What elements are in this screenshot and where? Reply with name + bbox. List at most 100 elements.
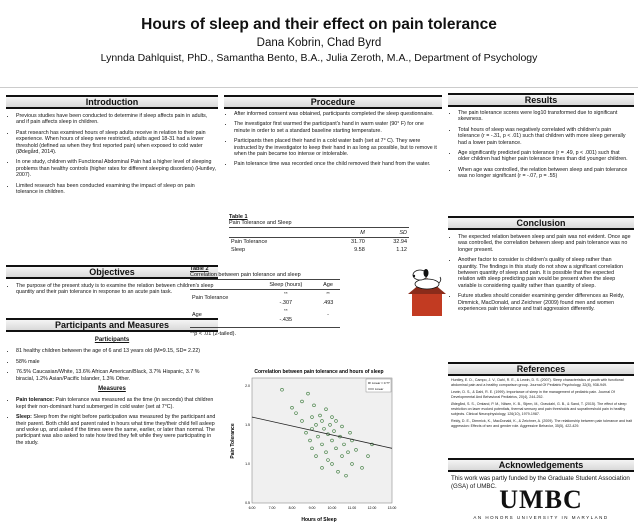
data-point	[324, 407, 328, 411]
list-item: When age was controlled, the relation be…	[458, 167, 632, 180]
procedure-list: After informed consent was obtained, par…	[226, 111, 440, 168]
measure-label: Sleep:	[16, 414, 32, 421]
data-point	[330, 438, 334, 443]
acknowledgements-heading: Acknowledgements	[448, 458, 634, 472]
list-item: Sleep: Sleep from the night before parti…	[16, 414, 216, 446]
table-row: Pain Tolerance 31.70 32.94	[229, 237, 409, 246]
list-item: Future studies should consider examining…	[458, 293, 632, 312]
data-point	[346, 450, 350, 454]
table-cell: 9.58	[354, 247, 365, 253]
data-point	[340, 454, 344, 458]
data-point	[306, 391, 310, 396]
list-item: 76.5% Caucasian/White, 13.6% African Ame…	[16, 369, 216, 382]
data-point	[324, 450, 328, 454]
data-point	[314, 423, 318, 427]
objectives-heading: Objectives	[6, 265, 218, 279]
conclusion-body: The expected relation between sleep and …	[450, 234, 632, 316]
x-tick-label: 6.00	[249, 506, 256, 510]
sig-mark: **	[326, 291, 330, 296]
data-point	[312, 403, 316, 408]
data-point	[318, 413, 322, 418]
list-item: Previous studies have been conducted to …	[16, 113, 216, 126]
list-item: Pain tolerance: Pain tolerance was measu…	[16, 397, 216, 410]
umbc-tagline: AN HONORS UNIVERSITY IN MARYLAND	[473, 515, 609, 520]
table-cell: .493	[322, 299, 334, 306]
doghouse-wall	[412, 292, 442, 316]
list-item: The investigator first warmed the partic…	[234, 121, 440, 134]
participants-subheading: Participants	[94, 337, 130, 343]
procedure-heading: Procedure	[224, 95, 442, 109]
table-1: Table 1 Pain Tolerance and Sleep M SD Pa…	[229, 214, 409, 254]
data-point	[332, 429, 336, 433]
data-point	[342, 442, 346, 447]
fit-line	[251, 416, 393, 449]
table-2-note: **p < .01 (2-tailed).	[190, 326, 340, 337]
x-tick-label: 11.00	[348, 506, 357, 510]
data-point	[340, 424, 344, 429]
y-tick-label: 2.0	[245, 384, 250, 388]
y-axis: 0.5 1.0 1.5 2.0	[245, 384, 250, 505]
table-row: Pain Tolerance ** -.307 ** .493	[190, 288, 340, 307]
conclusion-heading: Conclusion	[448, 216, 634, 230]
list-item: After informed consent was obtained, par…	[234, 111, 440, 117]
sig-mark: **	[284, 291, 288, 296]
data-point	[294, 411, 298, 415]
reference-item: Huntley, E. D., Campo, J. V., Dahl, R. E…	[451, 378, 624, 387]
table-cell: 31.70	[324, 237, 367, 246]
introduction-list: Previous studies have been conducted to …	[8, 113, 216, 195]
data-point	[334, 446, 338, 451]
conclusion-list: The expected relation between sleep and …	[450, 234, 632, 312]
data-point	[336, 470, 340, 474]
data-point	[314, 454, 318, 458]
umbc-wordmark: UMBC	[499, 485, 583, 514]
measures-subheading: Measures	[98, 386, 126, 393]
results-body: The pain tolerance scores were log10 tra…	[450, 110, 632, 184]
data-point	[328, 423, 332, 427]
table-cell: Pain Tolerance	[229, 237, 325, 246]
data-point	[300, 419, 304, 423]
data-point	[310, 415, 314, 419]
snoopy-tail	[438, 276, 442, 284]
x-tick-label: 8.00	[289, 506, 296, 510]
references-body: Huntley, E. D., Campo, J. V., Dahl, R. E…	[451, 378, 633, 431]
results-list: The pain tolerance scores were log10 tra…	[450, 110, 632, 180]
x-tick-label: 12.00	[368, 506, 377, 510]
x-tick-label: 7.00	[269, 506, 276, 510]
snoopy-ear	[423, 269, 429, 277]
table-cell: -	[327, 312, 329, 319]
data-point	[280, 388, 284, 392]
list-item: Participants then placed their hand in a…	[234, 138, 440, 157]
data-point	[348, 430, 352, 435]
data-point	[330, 462, 334, 466]
x-axis-label: Hours of Sleep	[301, 517, 336, 523]
data-point	[366, 454, 370, 458]
table-2: Table 2 Correlation between pain toleran…	[190, 266, 340, 337]
data-points	[280, 388, 374, 478]
table-2-header-age: Age	[323, 282, 333, 288]
data-point	[304, 430, 308, 435]
participants-heading: Participants and Measures	[6, 318, 218, 332]
snoopy-doghouse-illustration	[408, 269, 446, 316]
table-1-header-sd: SD	[399, 230, 407, 236]
data-point	[334, 419, 338, 423]
sig-mark: **	[284, 307, 288, 313]
poster-affiliation: Lynnda Dahlquist, PhD., Samantha Bento, …	[100, 52, 538, 64]
table-cell: Age	[192, 312, 202, 319]
chart-title: Correlation between pain tolerance and h…	[254, 369, 383, 375]
participants-list: 81 healthy children between the age of 6…	[8, 348, 216, 382]
reference-item: Ødegård, S. S., Omland, P. M., Nilsen, K…	[451, 402, 627, 416]
list-item: 81 healthy children between the age of 6…	[16, 348, 216, 354]
measures-list: Pain tolerance: Pain tolerance was measu…	[8, 397, 216, 446]
x-tick-label: 10.00	[328, 506, 337, 510]
list-item: In one study, children with Functional A…	[16, 159, 216, 178]
table-cell: Pain Tolerance	[190, 288, 256, 307]
data-point	[360, 466, 364, 470]
introduction-heading: Introduction	[6, 95, 218, 109]
list-item: Limited research has been conducted exam…	[16, 183, 216, 196]
x-tick-label: 13.00	[388, 506, 397, 510]
data-point	[344, 473, 348, 478]
x-tick-label: 9.00	[309, 506, 316, 510]
results-heading: Results	[448, 93, 634, 107]
data-point	[330, 415, 334, 419]
snoopy-nose	[412, 274, 416, 278]
